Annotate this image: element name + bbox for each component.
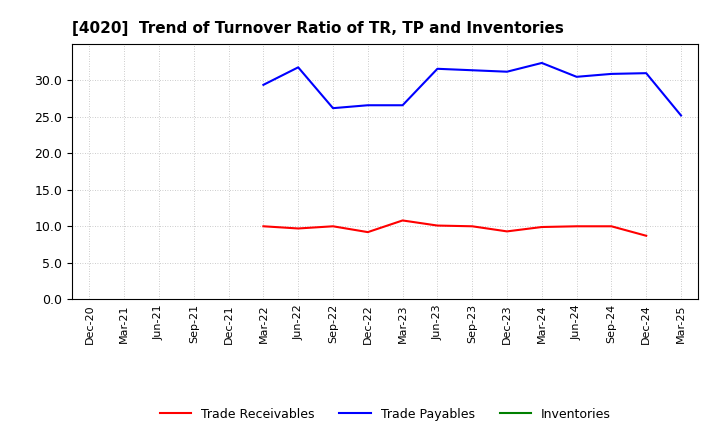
Trade Receivables [328, 224, 337, 229]
Trade Payables [677, 113, 685, 118]
Text: [4020]  Trend of Turnover Ratio of TR, TP and Inventories: [4020] Trend of Turnover Ratio of TR, TP… [72, 21, 564, 36]
Trade Payables [259, 82, 268, 88]
Trade Payables [294, 65, 302, 70]
Trade Payables [503, 69, 511, 74]
Trade Receivables [433, 223, 442, 228]
Trade Receivables [259, 224, 268, 229]
Trade Receivables [572, 224, 581, 229]
Trade Receivables [607, 224, 616, 229]
Trade Receivables [398, 218, 407, 223]
Trade Payables [642, 70, 651, 76]
Trade Payables [364, 103, 372, 108]
Line: Trade Payables: Trade Payables [264, 63, 681, 115]
Trade Payables [468, 68, 477, 73]
Trade Receivables [468, 224, 477, 229]
Trade Payables [328, 106, 337, 111]
Trade Payables [433, 66, 442, 71]
Trade Receivables [537, 224, 546, 230]
Line: Trade Receivables: Trade Receivables [264, 220, 647, 236]
Trade Payables [572, 74, 581, 80]
Legend: Trade Receivables, Trade Payables, Inventories: Trade Receivables, Trade Payables, Inven… [155, 403, 616, 425]
Trade Payables [398, 103, 407, 108]
Trade Receivables [503, 229, 511, 234]
Trade Payables [537, 60, 546, 66]
Trade Receivables [294, 226, 302, 231]
Trade Payables [607, 71, 616, 77]
Trade Receivables [642, 233, 651, 238]
Trade Receivables [364, 230, 372, 235]
